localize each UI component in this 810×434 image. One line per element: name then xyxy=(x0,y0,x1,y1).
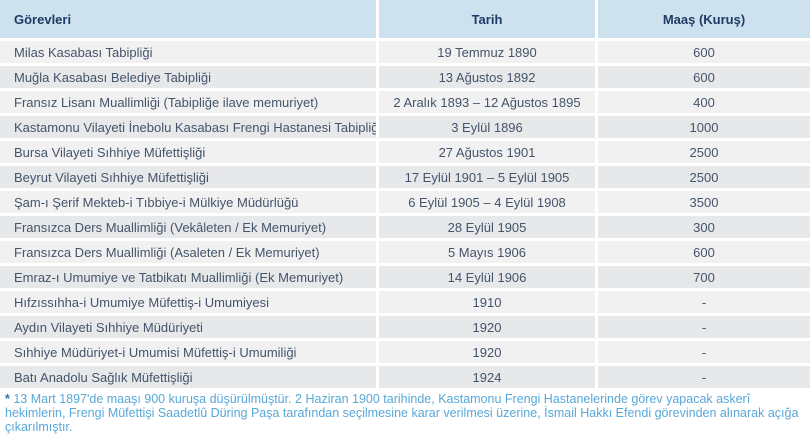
table-header-row: Görevleri Tarih Maaş (Kuruş) xyxy=(0,0,810,38)
cell-gorev: Kastamonu Vilayeti İnebolu Kasabası Fren… xyxy=(0,116,376,138)
footnote-asterisk: * xyxy=(5,392,10,406)
cell-tarih: 5 Mayıs 1906 xyxy=(379,241,595,263)
table-row: Aydın Vilayeti Sıhhiye Müdüriyeti 1920- xyxy=(0,316,810,338)
cell-maas: 1000 xyxy=(598,116,810,138)
table-row: Bursa Vilayeti Sıhhiye Müfettişliği 27 Ağ… xyxy=(0,141,810,163)
cell-gorev: Sıhhiye Müdüriyet-i Umumisi Müfettiş-i U… xyxy=(0,341,376,363)
header-maas: Maaş (Kuruş) xyxy=(598,0,810,38)
table-row: Sıhhiye Müdüriyet-i Umumisi Müfettiş-i U… xyxy=(0,341,810,363)
cell-maas: 2500 xyxy=(598,166,810,188)
table-row: Beyrut Vilayeti Sıhhiye Müfettişliği 17 E… xyxy=(0,166,810,188)
table-row: Hıfzıssıhha-i Umumiye Müfettiş-i Umumiye… xyxy=(0,291,810,313)
cell-gorev: Fransız Lisanı Muallimliği (Tabipliğe il… xyxy=(0,91,376,113)
cell-maas: 600 xyxy=(598,66,810,88)
cell-tarih: 1920 xyxy=(379,316,595,338)
cell-maas: 700 xyxy=(598,266,810,288)
cell-tarih: 27 Ağustos 1901 xyxy=(379,141,595,163)
table-row: Milas Kasabası Tabipliği 19 Temmuz 1890 60… xyxy=(0,41,810,63)
table-row: Kastamonu Vilayeti İnebolu Kasabası Fren… xyxy=(0,116,810,138)
cell-maas: - xyxy=(598,341,810,363)
cell-gorev: Batı Anadolu Sağlık Müfettişliği xyxy=(0,366,376,388)
cell-tarih: 28 Eylül 1905 xyxy=(379,216,595,238)
cell-tarih: 17 Eylül 1901 – 5 Eylül 1905 xyxy=(379,166,595,188)
header-gorevleri: Görevleri xyxy=(0,0,376,38)
cell-gorev: Şam-ı Şerif Mekteb-i Tıbbiye-i Mülkiye M… xyxy=(0,191,376,213)
table-row: Emraz-ı Umumiye ve Tatbikatı Muallimliği… xyxy=(0,266,810,288)
table-row: Fransızca Ders Muallimliği (Asaleten / E… xyxy=(0,241,810,263)
cell-maas: 600 xyxy=(598,41,810,63)
cell-tarih: 2 Aralık 1893 – 12 Ağustos 1895 xyxy=(379,91,595,113)
cell-gorev: Aydın Vilayeti Sıhhiye Müdüriyeti xyxy=(0,316,376,338)
cell-maas: 400 xyxy=(598,91,810,113)
duties-table: Görevleri Tarih Maaş (Kuruş) Milas Kasab… xyxy=(0,0,810,388)
cell-tarih: 19 Temmuz 1890 xyxy=(379,41,595,63)
cell-gorev: Fransızca Ders Muallimliği (Vekâleten / … xyxy=(0,216,376,238)
cell-tarih: 1920 xyxy=(379,341,595,363)
table-row: Muğla Kasabası Belediye Tabipliği 13 Ağus… xyxy=(0,66,810,88)
cell-maas: - xyxy=(598,291,810,313)
table-row: Fransızca Ders Muallimliği (Vekâleten / … xyxy=(0,216,810,238)
cell-gorev: Milas Kasabası Tabipliği xyxy=(0,41,376,63)
cell-gorev: Beyrut Vilayeti Sıhhiye Müfettişliği xyxy=(0,166,376,188)
table-row: Fransız Lisanı Muallimliği (Tabipliğe il… xyxy=(0,91,810,113)
cell-tarih: 3 Eylül 1896 xyxy=(379,116,595,138)
cell-maas: - xyxy=(598,316,810,338)
cell-tarih: 14 Eylül 1906 xyxy=(379,266,595,288)
table-row: Batı Anadolu Sağlık Müfettişliği 1924- xyxy=(0,366,810,388)
table-row: Şam-ı Şerif Mekteb-i Tıbbiye-i Mülkiye M… xyxy=(0,191,810,213)
cell-tarih: 13 Ağustos 1892 xyxy=(379,66,595,88)
cell-gorev: Hıfzıssıhha-i Umumiye Müfettiş-i Umumiye… xyxy=(0,291,376,313)
cell-tarih: 1910 xyxy=(379,291,595,313)
cell-gorev: Emraz-ı Umumiye ve Tatbikatı Muallimliği… xyxy=(0,266,376,288)
cell-gorev: Bursa Vilayeti Sıhhiye Müfettişliği xyxy=(0,141,376,163)
table-body: Milas Kasabası Tabipliği 19 Temmuz 1890 60… xyxy=(0,41,810,388)
header-tarih: Tarih xyxy=(379,0,595,38)
cell-maas: 600 xyxy=(598,241,810,263)
cell-tarih: 1924 xyxy=(379,366,595,388)
cell-maas: 300 xyxy=(598,216,810,238)
cell-gorev: Fransızca Ders Muallimliği (Asaleten / E… xyxy=(0,241,376,263)
cell-tarih: 6 Eylül 1905 – 4 Eylül 1908 xyxy=(379,191,595,213)
cell-maas: - xyxy=(598,366,810,388)
cell-maas: 3500 xyxy=(598,191,810,213)
cell-maas: 2500 xyxy=(598,141,810,163)
cell-gorev: Muğla Kasabası Belediye Tabipliği xyxy=(0,66,376,88)
